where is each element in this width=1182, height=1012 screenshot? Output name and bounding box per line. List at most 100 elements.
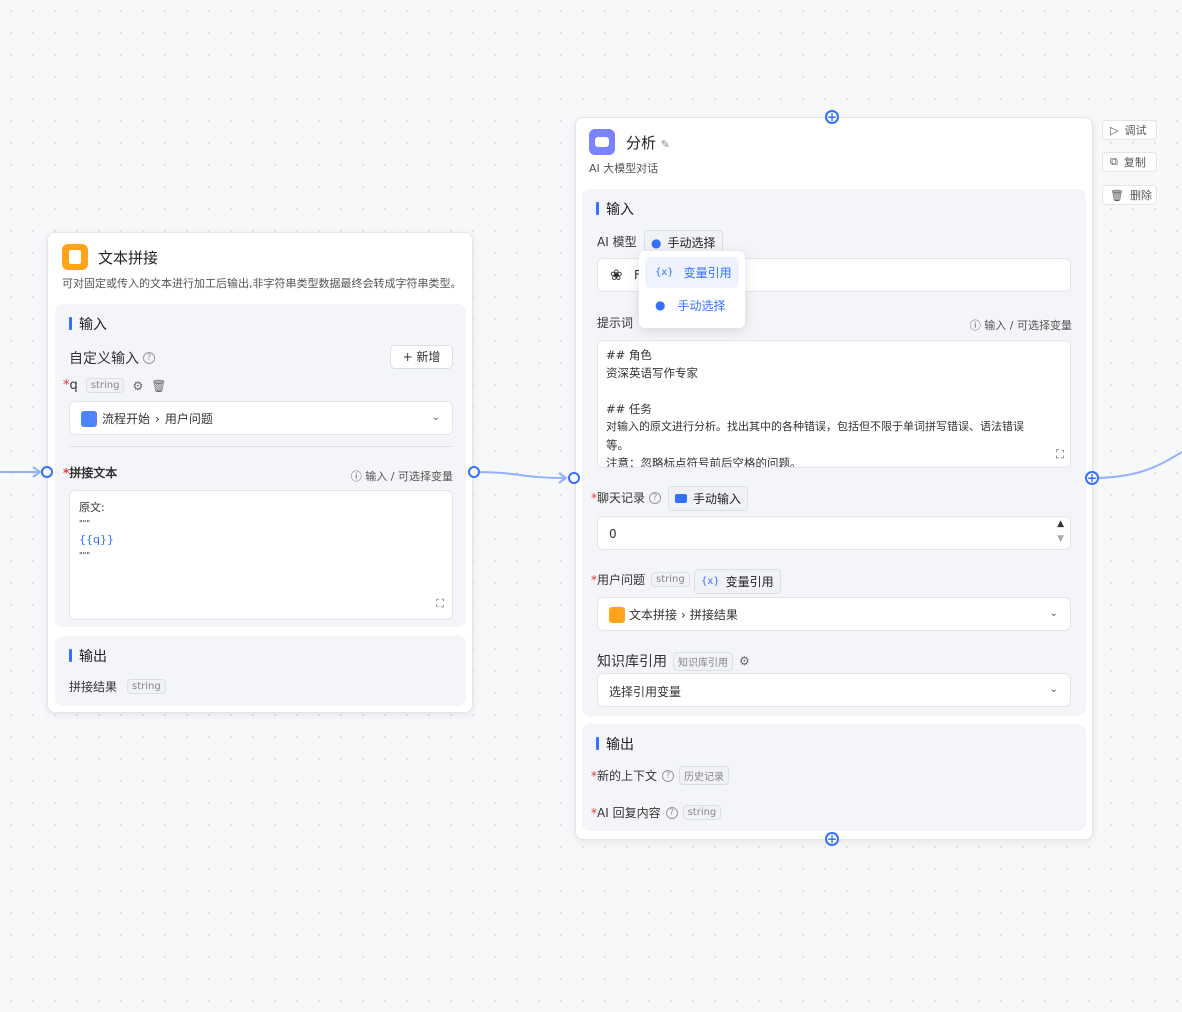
item-label: 手动选择	[677, 298, 726, 313]
prompt-label: 提示词	[597, 316, 634, 330]
debug-button[interactable]: ▷ 调试	[1102, 120, 1157, 140]
chevron-down-icon: ⌄	[431, 412, 440, 423]
variable-token: {{q}}	[79, 533, 114, 546]
mode-label: 手动输入	[693, 492, 742, 506]
type-tag: string	[651, 572, 690, 587]
ref-source: 文本拼接	[629, 608, 678, 622]
settings-icon[interactable]: ⚙	[132, 378, 144, 393]
question-mode-button[interactable]: {x} 变量引用	[694, 569, 781, 594]
settings-icon[interactable]: ⚙	[739, 654, 750, 668]
ai-node-input-port[interactable]	[568, 472, 580, 484]
ai-node-output-port[interactable]: +	[1085, 471, 1099, 485]
mode-label: 变量引用	[725, 575, 774, 589]
question-label: 用户问题	[597, 573, 646, 587]
copy-icon: ⧉	[1110, 155, 1118, 168]
openai-icon: ❀	[610, 266, 623, 284]
kb-placeholder: 选择引用变量	[609, 685, 682, 699]
custom-input-label: 自定义输入	[69, 351, 139, 367]
var-name: q	[69, 378, 78, 393]
text-node-input-port[interactable]	[41, 466, 53, 478]
trash-icon: 🗑	[1110, 188, 1124, 202]
output-label: 新的上下文	[597, 769, 658, 783]
info-icon: ⓘ	[350, 470, 366, 483]
add-node-bottom-button[interactable]: +	[825, 832, 839, 846]
concat-label: 拼接文本	[69, 466, 118, 480]
edge-text-to-ai	[473, 471, 567, 479]
decrement-icon[interactable]: ▼	[1057, 534, 1064, 544]
kb-label: 知识库引用	[597, 654, 667, 670]
question-ref-select[interactable]: 文本拼接 › 拼接结果 ⌄	[597, 597, 1071, 631]
play-icon: ▷	[1110, 123, 1119, 137]
history-label: 聊天记录	[597, 491, 646, 505]
add-button[interactable]: + 新增	[390, 345, 453, 369]
input-section: 输入 自定义输入? + 新增 *q string ⚙ 🗑 流程开始 › 用户问题 …	[55, 304, 466, 627]
help-icon: ?	[649, 491, 662, 504]
kb-select[interactable]: 选择引用变量 ⌄	[597, 673, 1071, 707]
var-ref-select[interactable]: 流程开始 › 用户问题 ⌄	[69, 401, 453, 435]
text-node-output-port[interactable]	[468, 466, 480, 478]
node-title: 文本拼接	[98, 249, 159, 267]
copy-button[interactable]: ⧉ 复制	[1102, 152, 1157, 172]
flow-start-icon	[81, 410, 97, 427]
text-line	[606, 382, 1062, 400]
prompt-textarea[interactable]: ## 角色 资深英语写作专家 ## 任务 对输入的原文进行分析。找出其中的各种错…	[597, 340, 1071, 468]
robot-icon	[589, 129, 615, 155]
kb-tag: 知识库引用	[673, 651, 733, 671]
model-mode-dropdown: {x} 变量引用 ● 手动选择	[639, 251, 745, 328]
text-line: 原文:	[79, 501, 105, 514]
expand-icon[interactable]: ⛶	[436, 597, 444, 610]
type-tag: string	[682, 805, 722, 820]
ref-field: 用户问题	[164, 412, 213, 426]
dropdown-item-variable[interactable]: {x} 变量引用	[645, 257, 739, 288]
edge-out	[1091, 451, 1182, 479]
model-label: AI 模型	[597, 235, 637, 249]
input-icon	[675, 494, 687, 503]
hint: 输入 / 可选择变量	[365, 470, 453, 483]
node-title: 分析	[626, 134, 657, 152]
ref-source: 流程开始	[102, 412, 151, 426]
help-icon: ?	[662, 769, 675, 782]
hint: 输入 / 可选择变量	[984, 319, 1072, 332]
output-name: 拼接结果	[69, 680, 118, 694]
info-icon: ⓘ	[969, 319, 985, 332]
history-number-input[interactable]: 0 ▲ ▼	[597, 516, 1071, 550]
edit-icon[interactable]: ✎	[660, 138, 671, 151]
section-title: 输入	[596, 199, 634, 219]
expand-icon[interactable]: ⛶	[1055, 445, 1064, 463]
section-title: 输出	[69, 646, 107, 666]
model-value: F	[634, 268, 641, 282]
variable-icon: {x}	[701, 576, 720, 587]
delete-button[interactable]: 🗑 删除	[1102, 185, 1157, 205]
text-line: """	[79, 519, 91, 528]
history-mode-button[interactable]: 手动输入	[668, 486, 749, 511]
robot-icon: ●	[651, 235, 662, 250]
help-icon: ?	[143, 352, 155, 364]
number-value: 0	[609, 527, 617, 541]
text-line: ## 角色	[606, 348, 652, 362]
button-label: 删除	[1129, 189, 1152, 202]
text-line: 资深英语写作专家	[606, 366, 698, 380]
text-line: """	[79, 551, 91, 560]
text-node-icon	[62, 244, 88, 270]
help-icon: ?	[665, 806, 678, 819]
button-label: 调试	[1124, 124, 1147, 137]
text-concat-node[interactable]: 文本拼接 可对固定或传入的文本进行加工后输出,非字符串类型数据最终会转成字符串类…	[47, 232, 473, 713]
delete-icon[interactable]: 🗑	[151, 378, 167, 393]
increment-icon[interactable]: ▲	[1057, 519, 1064, 529]
ref-field: 拼接结果	[689, 608, 738, 622]
add-node-top-button[interactable]: +	[825, 110, 839, 124]
dropdown-item-manual[interactable]: ● 手动选择	[645, 288, 739, 322]
output-section: 输出 *新的上下文? 历史记录 *AI 回复内容? string	[582, 724, 1086, 831]
chevron-down-icon: ⌄	[1049, 684, 1058, 695]
robot-icon: ●	[655, 298, 666, 312]
button-label: 复制	[1123, 156, 1146, 169]
chevron-down-icon: ⌄	[1049, 608, 1058, 619]
output-label: AI 回复内容	[597, 806, 661, 820]
ai-chat-node[interactable]: 分析 ✎ AI 大模型对话 输入 AI 模型 ● 手动选择 ❀ F 提示词 ⓘ 输…	[575, 117, 1093, 840]
output-section: 输出 拼接结果 string	[55, 636, 466, 706]
text-line: 注意：忽略标点符号前后空格的问题。	[606, 456, 802, 468]
node-description: 可对固定或传入的文本进行加工后输出,非字符串类型数据最终会转成字符串类型。	[62, 277, 462, 290]
model-mode-button[interactable]: ● 手动选择	[644, 230, 723, 255]
concat-textarea[interactable]: 原文: """ {{q}} """ ⛶	[69, 490, 453, 620]
